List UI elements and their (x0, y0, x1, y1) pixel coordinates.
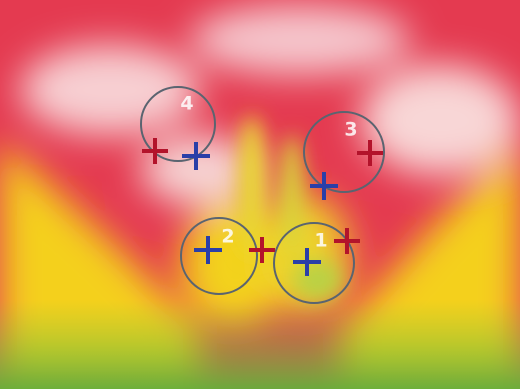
thermal-image: 4 3 2 1 (0, 0, 520, 389)
roi-label: 3 (344, 119, 357, 141)
thermal-background (0, 0, 520, 389)
roi-label: 1 (314, 230, 327, 252)
page: {"markers": [{"label": "1"}, {"label": "… (0, 0, 520, 389)
roi-label: 2 (221, 226, 234, 248)
roi-label: 4 (180, 93, 193, 115)
